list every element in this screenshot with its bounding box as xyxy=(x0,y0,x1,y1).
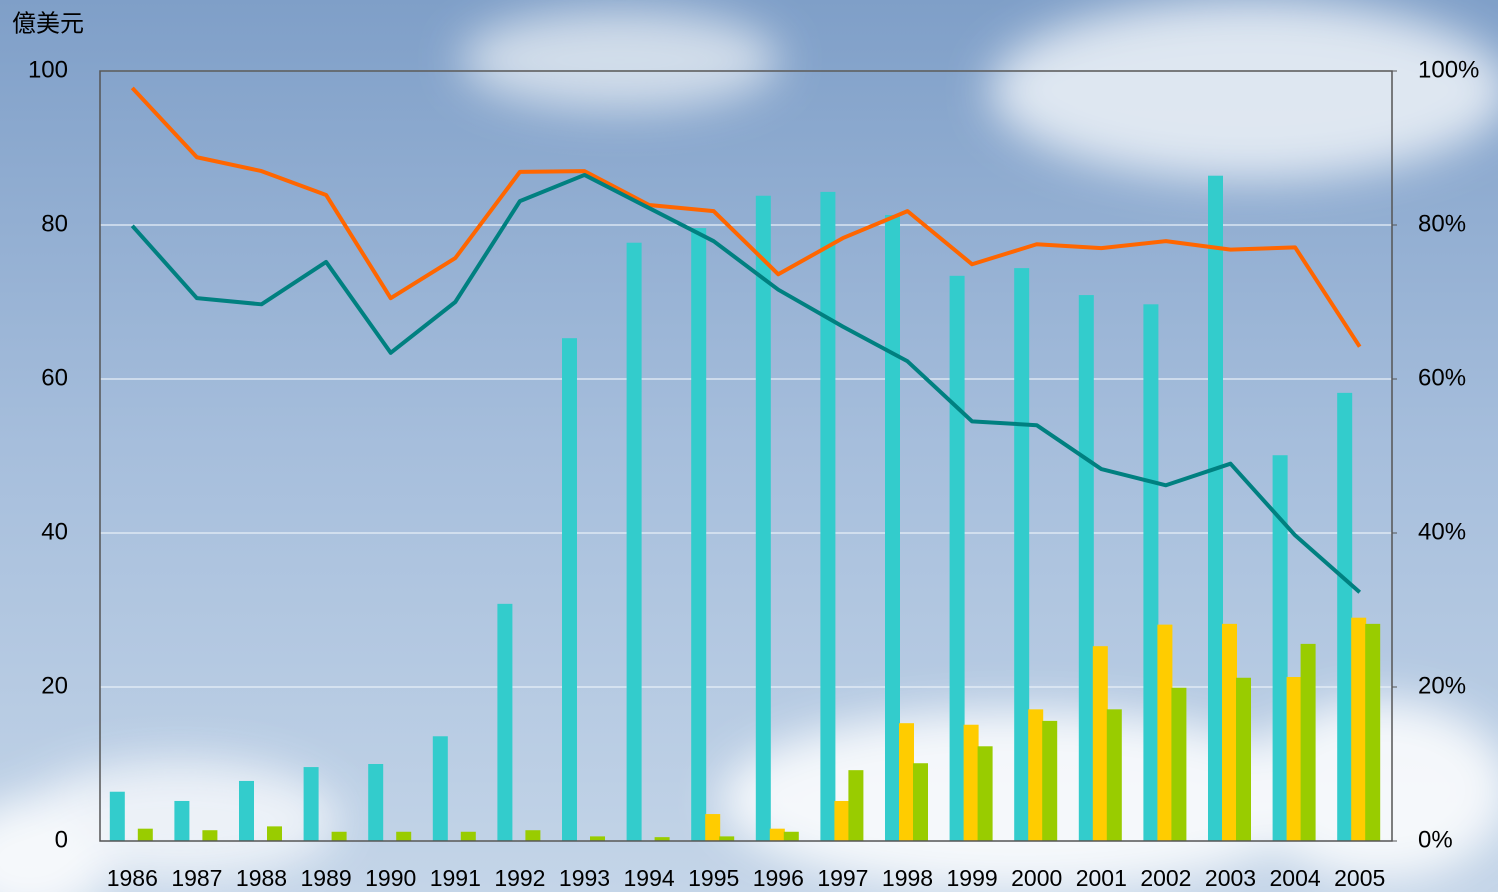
x-tick-label: 1986 xyxy=(107,865,158,891)
bar xyxy=(239,780,254,841)
bar xyxy=(1365,623,1381,841)
x-tick-label: 1997 xyxy=(817,865,868,891)
bar xyxy=(963,724,979,841)
x-tick-label: 2003 xyxy=(1205,865,1256,891)
y-tick-label: 60 xyxy=(41,364,68,391)
line xyxy=(130,86,1362,348)
bar xyxy=(1106,709,1122,841)
bar xyxy=(1300,643,1316,841)
bar xyxy=(820,191,836,841)
bar xyxy=(590,836,605,841)
x-tick-label: 1990 xyxy=(365,865,416,891)
x-tick-label: 1991 xyxy=(430,865,481,891)
bar xyxy=(1208,175,1223,842)
bar xyxy=(202,830,218,841)
y-tick-label: 40 xyxy=(41,518,68,545)
bar xyxy=(1042,720,1058,841)
x-tick-label: 1992 xyxy=(494,865,545,891)
x-tick-label: 1988 xyxy=(236,865,287,891)
bar xyxy=(626,242,642,841)
y-tick-label: 100 xyxy=(28,56,68,83)
bar xyxy=(1222,623,1237,841)
bar xyxy=(949,275,965,841)
bar xyxy=(525,830,541,841)
bar xyxy=(1286,676,1302,841)
bar xyxy=(303,767,319,841)
bar xyxy=(174,800,190,841)
bar xyxy=(331,831,347,841)
bar xyxy=(1157,624,1173,841)
x-tick-label: 2001 xyxy=(1076,865,1127,891)
bar xyxy=(885,214,900,842)
plot xyxy=(100,70,1392,842)
bar xyxy=(848,770,864,841)
bar xyxy=(109,791,125,841)
bar xyxy=(497,603,513,841)
y2-tick-label: 20% xyxy=(1418,672,1466,699)
y2-tick-label: 80% xyxy=(1418,210,1466,237)
bar xyxy=(1236,677,1251,841)
bar xyxy=(432,736,448,841)
bar xyxy=(769,828,785,841)
bar xyxy=(654,837,670,841)
x-tick-label: 2004 xyxy=(1270,865,1321,891)
bar xyxy=(137,828,153,841)
bar xyxy=(368,764,384,841)
y2-tick-label: 60% xyxy=(1418,364,1466,391)
bar xyxy=(1028,709,1044,841)
bar xyxy=(705,814,721,841)
bar xyxy=(396,831,412,841)
bar xyxy=(783,831,799,841)
y-tick-label: 20 xyxy=(41,672,68,699)
y2-tick-label: 0% xyxy=(1418,826,1453,853)
bar xyxy=(1272,455,1288,841)
y2-tick-label: 40% xyxy=(1418,518,1466,545)
x-tick-label: 1996 xyxy=(753,865,804,891)
x-tick-label: 1987 xyxy=(171,865,222,891)
y2-tick-label: 100% xyxy=(1418,56,1479,83)
bar xyxy=(460,831,476,841)
bar xyxy=(913,763,928,841)
x-tick-label: 1999 xyxy=(947,865,998,891)
bar xyxy=(899,723,914,841)
bar xyxy=(267,826,282,841)
bar xyxy=(834,800,850,841)
plot-border xyxy=(99,70,1393,842)
bar xyxy=(1337,392,1353,841)
bar xyxy=(1078,295,1094,841)
bar xyxy=(977,746,993,841)
bar xyxy=(1171,687,1187,841)
bar xyxy=(691,228,707,841)
bar xyxy=(1092,646,1108,841)
x-tick-label: 1994 xyxy=(624,865,675,891)
x-tick-label: 2005 xyxy=(1334,865,1385,891)
y-axis-label: 億美元 xyxy=(12,10,84,37)
x-tick-label: 1989 xyxy=(301,865,352,891)
x-tick-label: 1993 xyxy=(559,865,610,891)
bar xyxy=(562,338,577,841)
y-tick-label: 80 xyxy=(41,210,68,237)
x-tick-label: 1998 xyxy=(882,865,933,891)
x-tick-label: 2002 xyxy=(1140,865,1191,891)
y-tick-label: 0 xyxy=(55,826,68,853)
bar xyxy=(755,195,771,842)
bar xyxy=(1351,617,1367,841)
bar xyxy=(1143,304,1159,841)
bar xyxy=(1014,268,1030,841)
line xyxy=(130,172,1362,594)
x-tick-label: 2000 xyxy=(1011,865,1062,891)
bar xyxy=(719,836,735,841)
x-tick-label: 1995 xyxy=(688,865,739,891)
